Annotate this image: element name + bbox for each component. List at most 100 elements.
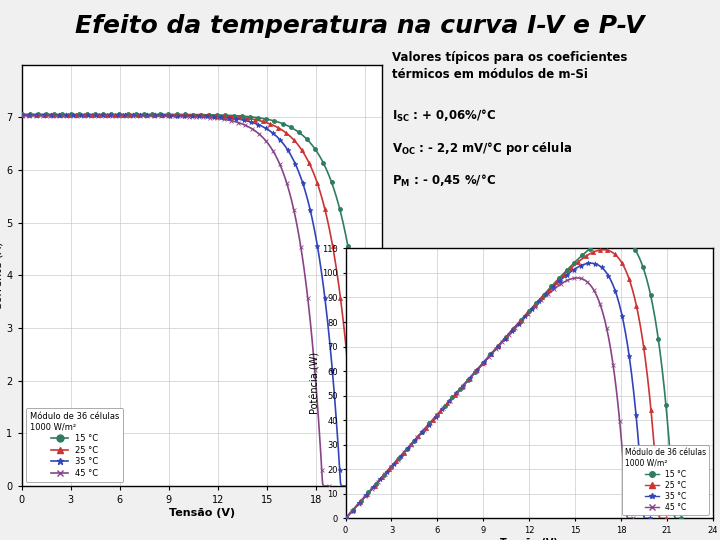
Point xyxy=(660,514,671,523)
Point xyxy=(483,352,495,361)
Point xyxy=(355,497,366,505)
Point xyxy=(302,294,313,302)
Point xyxy=(402,444,413,453)
Point xyxy=(274,160,286,168)
Point xyxy=(252,113,264,122)
Point xyxy=(485,350,496,359)
Point xyxy=(340,514,351,523)
Point xyxy=(449,391,460,400)
Point xyxy=(594,246,606,254)
Point xyxy=(249,115,261,124)
Point xyxy=(391,456,402,465)
Point xyxy=(156,111,167,119)
Point xyxy=(420,423,431,432)
Point xyxy=(211,114,222,123)
Point xyxy=(425,418,436,427)
Point xyxy=(184,112,195,121)
Point xyxy=(393,454,405,462)
Point xyxy=(354,498,366,507)
Point xyxy=(32,110,44,119)
Point xyxy=(146,110,158,119)
Point xyxy=(319,205,330,213)
Point xyxy=(334,205,346,213)
Point xyxy=(645,291,657,300)
Point xyxy=(218,115,230,124)
Point xyxy=(280,129,292,137)
Point xyxy=(424,419,436,428)
Point xyxy=(156,111,168,120)
Point xyxy=(374,482,386,490)
Point xyxy=(499,335,510,343)
Point xyxy=(401,445,413,454)
Point xyxy=(230,114,242,123)
Point xyxy=(233,118,244,127)
Point xyxy=(361,489,373,498)
Point xyxy=(542,290,554,299)
Point xyxy=(187,111,199,119)
Point xyxy=(293,128,305,137)
Point xyxy=(441,399,453,408)
Point xyxy=(589,259,600,268)
Y-axis label: Potência (W): Potência (W) xyxy=(311,352,321,415)
Point xyxy=(342,241,354,250)
Point xyxy=(523,309,534,318)
Point xyxy=(555,280,567,288)
Point xyxy=(112,111,124,120)
Point xyxy=(171,110,182,119)
Point xyxy=(630,411,642,420)
Point xyxy=(513,319,524,328)
Point xyxy=(163,111,175,119)
Point xyxy=(418,426,430,434)
Point xyxy=(436,404,448,413)
Point xyxy=(416,428,428,437)
Point xyxy=(582,259,593,268)
Point xyxy=(16,110,27,119)
Point xyxy=(568,265,580,274)
Point xyxy=(71,111,82,119)
Point xyxy=(614,232,626,241)
Point xyxy=(478,358,490,367)
Point xyxy=(72,112,84,120)
Point xyxy=(350,465,361,474)
Point xyxy=(506,327,518,335)
Point xyxy=(106,110,117,119)
Point xyxy=(549,285,560,293)
Point xyxy=(366,484,377,493)
Point xyxy=(225,116,237,125)
Point xyxy=(149,111,161,120)
Text: $\mathbf{P_{M}}$ : - 0,45 %/°C: $\mathbf{P_{M}}$ : - 0,45 %/°C xyxy=(392,173,497,189)
X-axis label: Tensão (V): Tensão (V) xyxy=(500,538,558,540)
Point xyxy=(37,112,48,120)
Point xyxy=(652,334,664,343)
Point xyxy=(622,237,634,245)
Point xyxy=(353,500,364,508)
Point xyxy=(471,366,482,375)
Point xyxy=(384,465,395,474)
Point xyxy=(204,113,216,122)
Point xyxy=(541,289,552,298)
Point xyxy=(616,312,628,321)
Point xyxy=(75,111,86,120)
Point xyxy=(624,275,635,284)
Point xyxy=(82,111,94,120)
Point xyxy=(73,110,84,119)
Text: $\mathbf{V_{OC}}$ : - 2,2 mV/°C por célula: $\mathbf{V_{OC}}$ : - 2,2 mV/°C por célu… xyxy=(392,140,572,157)
Point xyxy=(195,110,207,119)
Point xyxy=(215,113,227,122)
Point xyxy=(295,242,307,251)
Point xyxy=(97,110,109,119)
Point xyxy=(367,483,379,491)
Point xyxy=(644,514,656,523)
Point xyxy=(382,467,393,476)
Point xyxy=(500,333,511,341)
Point xyxy=(201,112,212,120)
Point xyxy=(456,382,468,391)
Point xyxy=(267,146,279,155)
Point xyxy=(45,111,57,120)
Point xyxy=(386,462,397,471)
Point xyxy=(516,316,528,325)
Point xyxy=(236,112,248,120)
Point xyxy=(581,278,593,286)
Point xyxy=(244,112,256,121)
Point xyxy=(148,111,160,119)
